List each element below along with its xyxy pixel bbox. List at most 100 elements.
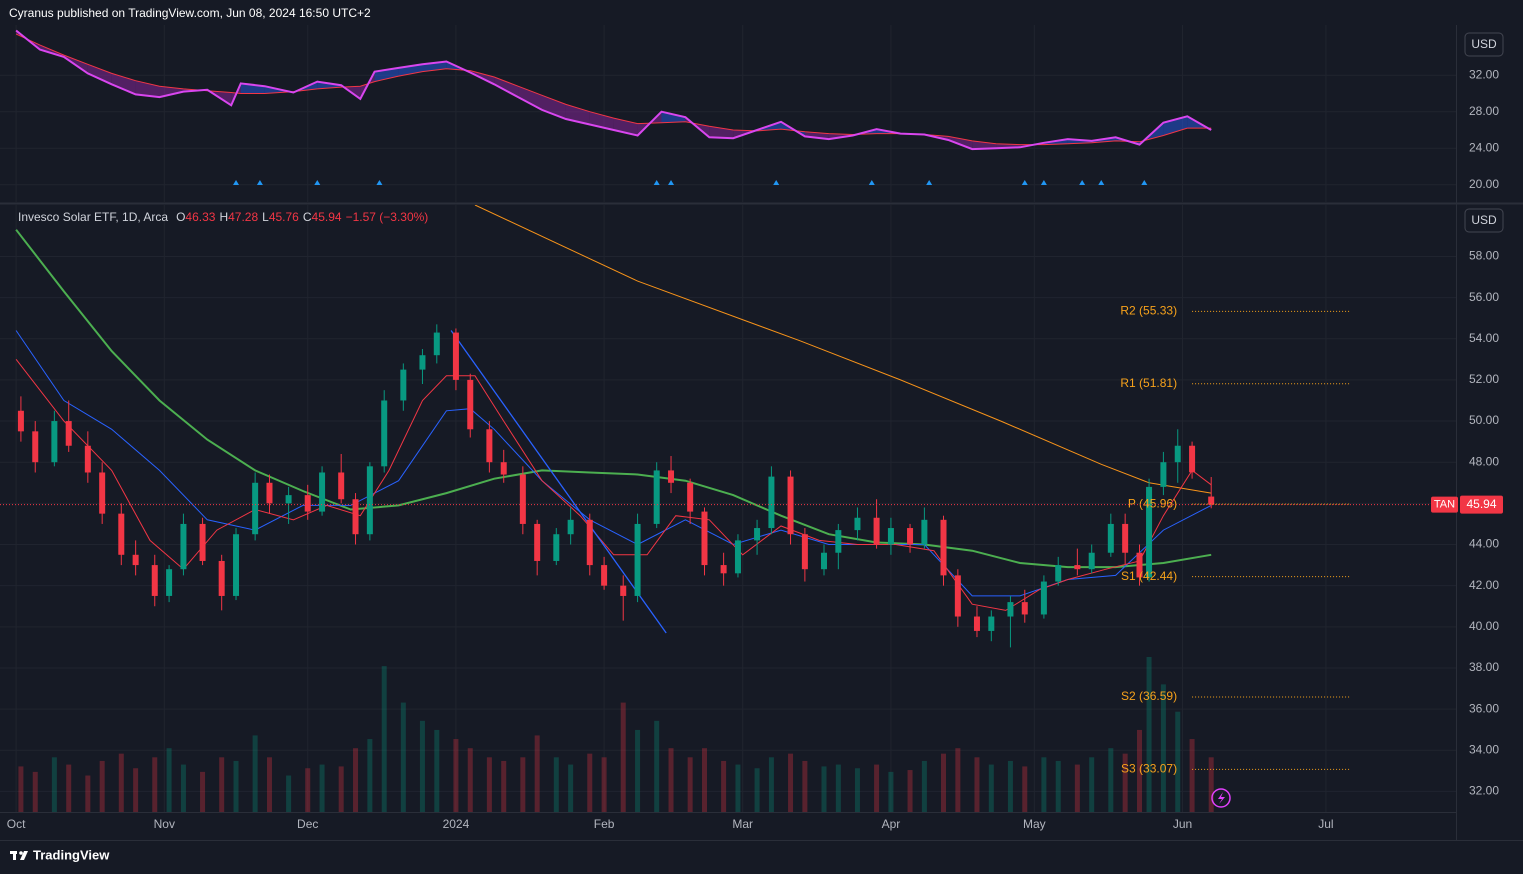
candle-body [820, 552, 827, 570]
candle-body [199, 523, 206, 561]
candle-body [907, 528, 914, 545]
candle-body [1055, 565, 1062, 582]
moving-average [474, 205, 1212, 494]
indicator-fill [231, 83, 241, 106]
y-tick-label: 54.00 [1469, 331, 1499, 345]
candle-body [887, 528, 894, 545]
candle-body [720, 565, 727, 574]
signal-marker [773, 180, 780, 185]
axes: Oct Nov Dec 2024 Feb Mar Apr May Jun Jul 20.00 24.0… [7, 67, 1503, 831]
volume-bar [888, 771, 894, 812]
candle-body [180, 523, 187, 570]
volume-bar [1175, 711, 1181, 812]
logo-shape [13, 851, 16, 860]
volume-bar [788, 753, 794, 812]
volume-bar [85, 775, 91, 812]
volume-bar [754, 768, 760, 812]
candle-body [1160, 462, 1167, 487]
signal-marker [376, 180, 383, 185]
candle-body [801, 534, 808, 570]
y-tick-label: 58.00 [1469, 249, 1499, 263]
legend-title: Invesco Solar ETF, 1D, Arca [18, 210, 168, 224]
volume-bar [252, 735, 258, 812]
indicator-fill [1163, 116, 1188, 136]
volume-bar [520, 757, 526, 812]
indicator-fill [135, 80, 160, 98]
x-tick-label: 2024 [443, 817, 470, 831]
candle-body [519, 474, 526, 524]
indicator-pane [0, 25, 1456, 203]
candle-body [668, 470, 675, 483]
candle-body [1189, 445, 1196, 473]
volume-bar [835, 764, 841, 812]
candle-body [1007, 602, 1014, 617]
volume-bar [1055, 760, 1061, 812]
alert-icon[interactable] [1211, 788, 1231, 808]
indicator-fill [494, 77, 519, 98]
currency-label: USD [1471, 213, 1497, 227]
pivot-label: P (45.96) [1128, 496, 1177, 510]
volume-bar [941, 753, 947, 812]
pivot-label: S2 (36.59) [1121, 689, 1177, 703]
volume-bar [266, 757, 272, 812]
volume-bar [1108, 748, 1114, 812]
indicator-fill [542, 95, 566, 119]
volume-bar [1122, 753, 1128, 812]
candle-body [954, 575, 961, 617]
pivot-label: S3 (33.07) [1121, 762, 1177, 776]
candle-body [553, 534, 560, 561]
candle-body [653, 470, 660, 524]
volume-bar [200, 771, 206, 812]
y-tick-label: 38.00 [1469, 660, 1499, 674]
volume-bar [553, 757, 559, 812]
y-tick-label: 48.00 [1469, 454, 1499, 468]
volume-bar [501, 760, 507, 812]
currency-button[interactable] [1464, 32, 1504, 57]
volume-bar [18, 766, 24, 812]
volume-bar [233, 760, 239, 812]
candle-body [32, 431, 39, 463]
volume-bar [988, 764, 994, 812]
signal-marker [256, 180, 263, 185]
pivot-label: R1 (51.81) [1120, 376, 1177, 390]
candle-body [252, 482, 259, 535]
volume-bar [921, 760, 927, 812]
signal-line [15, 33, 1212, 146]
x-tick-label: Jul [1318, 817, 1333, 831]
volume-bar [419, 720, 425, 812]
y-tick-label: 44.00 [1469, 537, 1499, 551]
volume-bar [768, 757, 774, 812]
volume-bar [133, 768, 139, 812]
candle-body [701, 511, 708, 566]
indicator-line [15, 29, 1212, 151]
x-tick-label: Feb [594, 817, 615, 831]
footer-logo: TradingView [10, 847, 110, 862]
candle-body [1088, 552, 1095, 570]
currency-button[interactable] [1464, 208, 1504, 233]
signal-marker [1141, 180, 1148, 185]
y-tick-label: 36.00 [1469, 701, 1499, 715]
volume-bar [654, 720, 660, 812]
candle-body [787, 476, 794, 535]
volume-bar [587, 753, 593, 812]
y-tick-label: 28.00 [1469, 104, 1499, 118]
legend-value: 45.94 [312, 210, 342, 224]
volume-bar [534, 735, 540, 812]
volume-bar [601, 757, 607, 812]
x-tick-label: Nov [154, 817, 175, 831]
candle-body [400, 369, 407, 401]
candle-body [151, 565, 158, 596]
candle-body [1040, 581, 1047, 615]
candle-body [534, 523, 541, 561]
candle-body [338, 472, 345, 500]
volume-bar [701, 748, 707, 812]
volume-bar [955, 748, 961, 812]
volume-bar [338, 766, 344, 812]
moving-average [15, 229, 1212, 569]
legend-value: 45.76 [269, 210, 299, 224]
footer-brand: TradingView [33, 847, 110, 862]
candle-body [319, 472, 326, 512]
volume-bar [802, 760, 808, 812]
legend-key: O [176, 210, 185, 224]
